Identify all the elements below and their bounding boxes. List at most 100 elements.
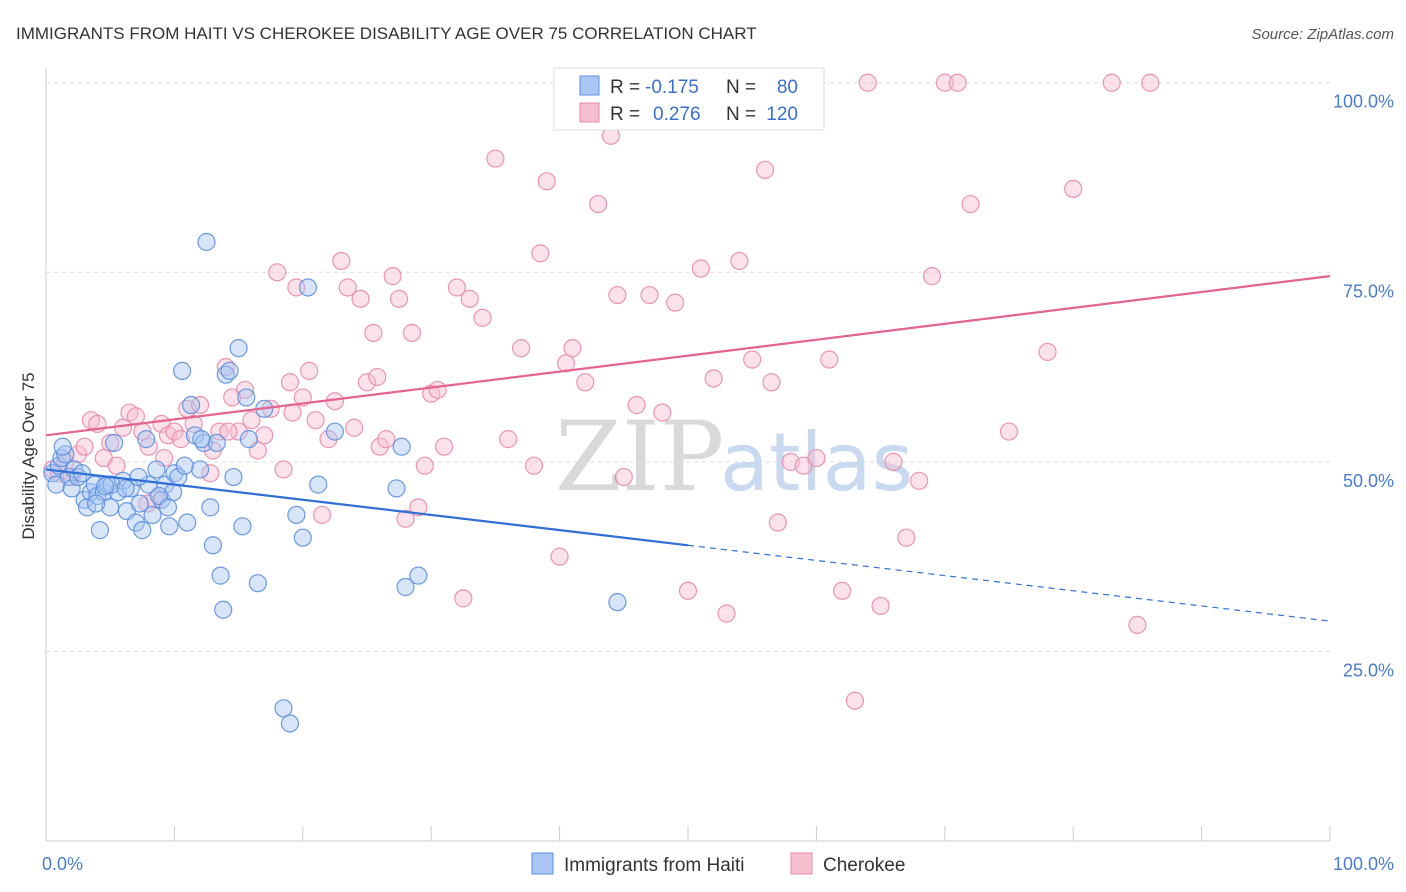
cherokee-point-97: [845, 691, 865, 710]
cherokee-point-32: [255, 426, 274, 445]
cherokee-point-106: [961, 194, 980, 214]
cherokee-point-78: [614, 467, 633, 487]
haiti-point-53: [237, 388, 256, 407]
cherokee-point-66: [499, 430, 518, 449]
cherokee-point-59: [428, 380, 447, 399]
haiti-point-75: [175, 456, 194, 475]
haiti-point-65: [396, 577, 415, 597]
y-axis-label: Disability Age Over 75: [19, 372, 38, 539]
cherokee-point-79: [627, 395, 646, 415]
bottom-legend-label-cherokee: Cherokee: [823, 855, 905, 876]
legend-r-label-cherokee: R =: [610, 104, 640, 125]
cherokee-point-114: [201, 464, 220, 483]
cherokee-point-47: [351, 289, 370, 308]
cherokee-point-65: [486, 149, 505, 168]
cherokee-point-85: [704, 369, 723, 388]
cherokee-point-80: [640, 285, 659, 305]
cherokee-point-36: [280, 373, 300, 392]
haiti-trend-extension: [687, 544, 1331, 622]
haiti-point-76: [192, 430, 211, 449]
cherokee-point-20: [171, 430, 190, 449]
haiti-point-73: [129, 467, 148, 487]
haiti-point-78: [158, 498, 178, 517]
y-axis-tick-labels: 100.0% 75.0% 50.0% 25.0%: [1333, 92, 1394, 681]
x-tick-label-left: 0.0%: [42, 854, 83, 874]
cherokee-point-62: [454, 589, 473, 608]
watermark-zip: ZIP: [555, 401, 724, 513]
cherokee-point-86: [717, 604, 736, 623]
cherokee-point-89: [755, 160, 775, 180]
legend-swatch-haiti: [579, 75, 600, 96]
x-axis-ticks: [173, 826, 1331, 841]
cherokee-point-102: [910, 471, 929, 490]
haiti-point-32: [160, 517, 179, 536]
bottom-legend-label-haiti: Immigrants from Haiti: [564, 855, 745, 876]
haiti-point-60: [298, 278, 318, 297]
cherokee-point-94: [807, 448, 826, 468]
legend-r-value-haiti: -0.175: [645, 77, 699, 98]
cherokee-point-50: [370, 437, 389, 456]
cherokee-point-110: [1102, 73, 1121, 92]
cherokee-point-41: [312, 505, 332, 525]
haiti-point-54: [248, 574, 267, 593]
legend-r-label-haiti: R =: [610, 77, 640, 98]
cherokee-point-60: [434, 437, 454, 456]
haiti-point-36: [173, 361, 192, 380]
haiti-point-51: [229, 339, 248, 358]
haiti-point-40: [190, 460, 210, 479]
haiti-point-66: [409, 566, 428, 585]
cherokee-point-56: [409, 498, 428, 517]
cherokee-point-61: [447, 278, 466, 297]
cherokee-point-63: [460, 289, 479, 308]
cherokee-point-108: [1038, 342, 1057, 362]
cherokee-point-34: [268, 263, 287, 282]
cherokee-point-111: [1128, 615, 1147, 634]
haiti-point-23: [126, 513, 145, 532]
cherokee-point-81: [653, 403, 672, 422]
haiti-point-67: [608, 593, 627, 612]
chart-title: IMMIGRANTS FROM HAITI VS CHEROKEE DISABI…: [16, 24, 757, 43]
cherokee-point-45: [338, 278, 357, 297]
cherokee-point-112: [1141, 73, 1160, 92]
haiti-point-47: [214, 600, 233, 619]
haiti-trend-line: [45, 468, 689, 547]
cherokee-point-69: [531, 244, 550, 263]
cherokee-point-42: [319, 430, 338, 449]
cherokee-point-87: [730, 251, 749, 271]
cherokee-point-39: [300, 361, 319, 380]
haiti-point-52: [233, 517, 252, 536]
haiti-point-42: [197, 232, 216, 252]
cherokee-point-52: [383, 267, 402, 286]
cherokee-point-74: [576, 373, 595, 392]
cherokee-point-54: [396, 509, 415, 528]
cherokee-point-116: [283, 403, 302, 422]
haiti-point-44: [203, 536, 223, 555]
haiti-point-64: [392, 437, 411, 456]
cherokee-point-71: [550, 547, 569, 566]
haiti-point-37: [178, 513, 197, 532]
cherokee-point-83: [678, 581, 698, 600]
legend-n-label-cherokee: N =: [726, 104, 756, 125]
cherokee-point-38: [293, 388, 312, 407]
cherokee-point-53: [390, 289, 409, 308]
cherokee-point-91: [768, 513, 787, 532]
haiti-point-38: [181, 395, 201, 415]
cherokee-point-19: [165, 422, 184, 441]
haiti-point-10: [77, 498, 97, 517]
haiti-point-28: [143, 505, 162, 525]
cherokee-point-73: [563, 339, 582, 358]
series-legend: Immigrants from Haiti Cherokee: [531, 852, 905, 876]
series-haiti-points: [43, 232, 627, 733]
trend-lines: [45, 275, 1331, 622]
cherokee-point-35: [274, 460, 293, 479]
cherokee-trend-line: [45, 275, 1331, 437]
cherokee-point-96: [832, 581, 852, 600]
haiti-point-49: [220, 361, 239, 380]
y-tick-label-25: 25.0%: [1343, 660, 1394, 680]
cherokee-point-48: [357, 373, 377, 392]
cherokee-point-99: [871, 596, 890, 616]
cherokee-point-51: [377, 430, 396, 449]
cherokee-point-109: [1064, 179, 1083, 199]
cherokee-point-84: [691, 259, 710, 278]
cherokee-point-77: [608, 285, 627, 305]
